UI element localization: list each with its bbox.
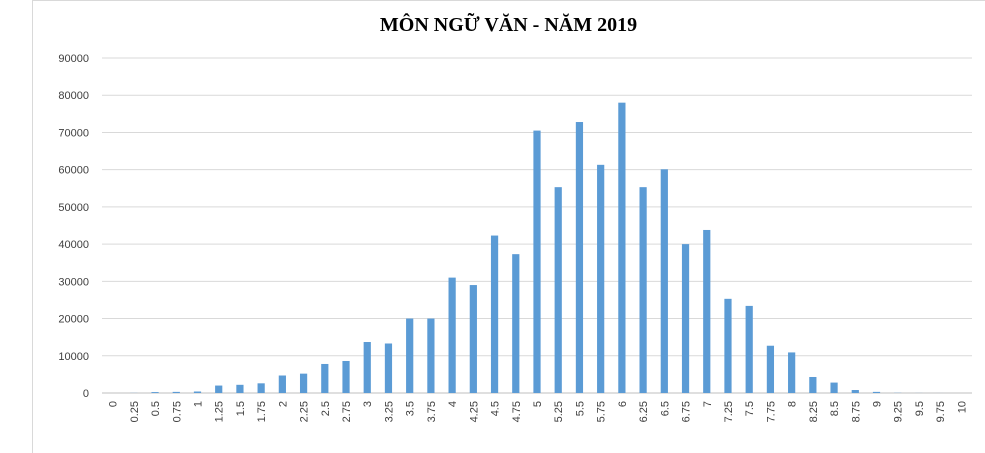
x-tick-label: 1.5 [235,401,247,416]
x-tick-label: 5.5 [574,401,586,416]
y-tick-label: 10000 [58,351,89,363]
x-tick-label: 3.5 [405,401,417,416]
bar [681,244,690,393]
bar [193,391,202,393]
y-tick-label: 30000 [58,276,89,288]
x-tick-label: 4.25 [468,401,480,422]
bar [724,298,732,393]
chart-left-border [32,0,33,453]
y-tick-label: 40000 [58,239,89,251]
x-tick-label: 2.5 [320,401,332,416]
y-tick-label: 80000 [58,90,89,102]
x-tick-label: 2 [277,401,289,407]
x-tick-label: 8.75 [850,401,862,422]
x-tick-label: 6.5 [659,401,671,416]
x-tick-label: 2.75 [341,401,353,422]
bar [788,352,796,393]
bar [363,342,371,393]
x-tick-label: 1.75 [256,401,268,422]
bar [342,360,350,393]
x-tick-label: 0.75 [171,401,183,422]
bar [215,385,223,393]
bar [597,164,605,393]
bar [512,254,520,393]
x-tick-label: 9.25 [893,401,905,422]
bar [745,305,753,393]
x-tick-label: 9 [872,401,884,407]
chart-title: MÔN NGỮ VĂN - NĂM 2019 [379,14,638,36]
y-tick-label: 0 [83,388,89,400]
bar [809,376,817,393]
bar [172,391,180,393]
bar [448,277,456,393]
x-tick-label: 5.25 [553,401,565,422]
x-tick-label: 6.75 [681,401,693,422]
bar [872,391,881,393]
bar [151,392,159,393]
bar [660,169,668,393]
x-tick-label: 6 [617,401,629,407]
bar [406,318,414,393]
bar [236,384,244,393]
x-tick-label: 7.75 [765,401,777,422]
x-tick-label: 8 [787,401,799,407]
bar [554,187,562,393]
x-tick-label: 4.5 [490,401,502,416]
chart-top-border [32,0,985,1]
x-tick-label: 4 [447,401,459,407]
x-tick-label: 4.75 [511,401,523,422]
x-tick-label: 5 [532,401,544,407]
x-tick-label: 9.75 [935,401,947,422]
x-tick-label: 6.25 [638,401,650,422]
x-tick-label: 0 [108,401,120,407]
bar [427,318,435,393]
bar [533,130,541,394]
x-tick-label: 3 [362,401,374,407]
x-tick-label: 1 [192,401,204,407]
bar [639,187,647,393]
bar [766,345,775,393]
y-tick-label: 50000 [58,202,89,214]
x-tick-label: 9.5 [914,401,926,416]
x-tick-label: 3.25 [383,401,395,422]
bar [618,102,626,394]
x-tick-label: 3.75 [426,401,438,422]
x-tick-label: 10 [956,401,968,413]
bar [469,285,477,393]
x-tick-label: 8.25 [808,401,820,422]
y-tick-label: 20000 [58,314,89,326]
x-tick-label: 7 [702,401,714,407]
bar [299,373,308,393]
x-tick-label: 0.25 [129,401,141,422]
x-tick-label: 0.5 [150,401,162,416]
x-tick-label: 1.25 [214,401,226,422]
bar [830,382,838,393]
bar [321,363,329,393]
bar [575,122,584,394]
x-tick-label: 2.25 [299,401,311,422]
y-tick-label: 60000 [58,165,89,177]
bar [490,235,499,393]
bar [257,383,265,393]
y-tick-label: 90000 [58,53,89,65]
x-tick-label: 5.75 [596,401,608,422]
x-tick-label: 8.5 [829,401,841,416]
bar [851,390,859,393]
x-tick-label: 7.25 [723,401,735,422]
bar [703,229,711,393]
x-tick-label: 7.5 [744,401,756,416]
bar [384,343,393,393]
y-tick-label: 70000 [58,127,89,139]
bar [278,375,286,393]
